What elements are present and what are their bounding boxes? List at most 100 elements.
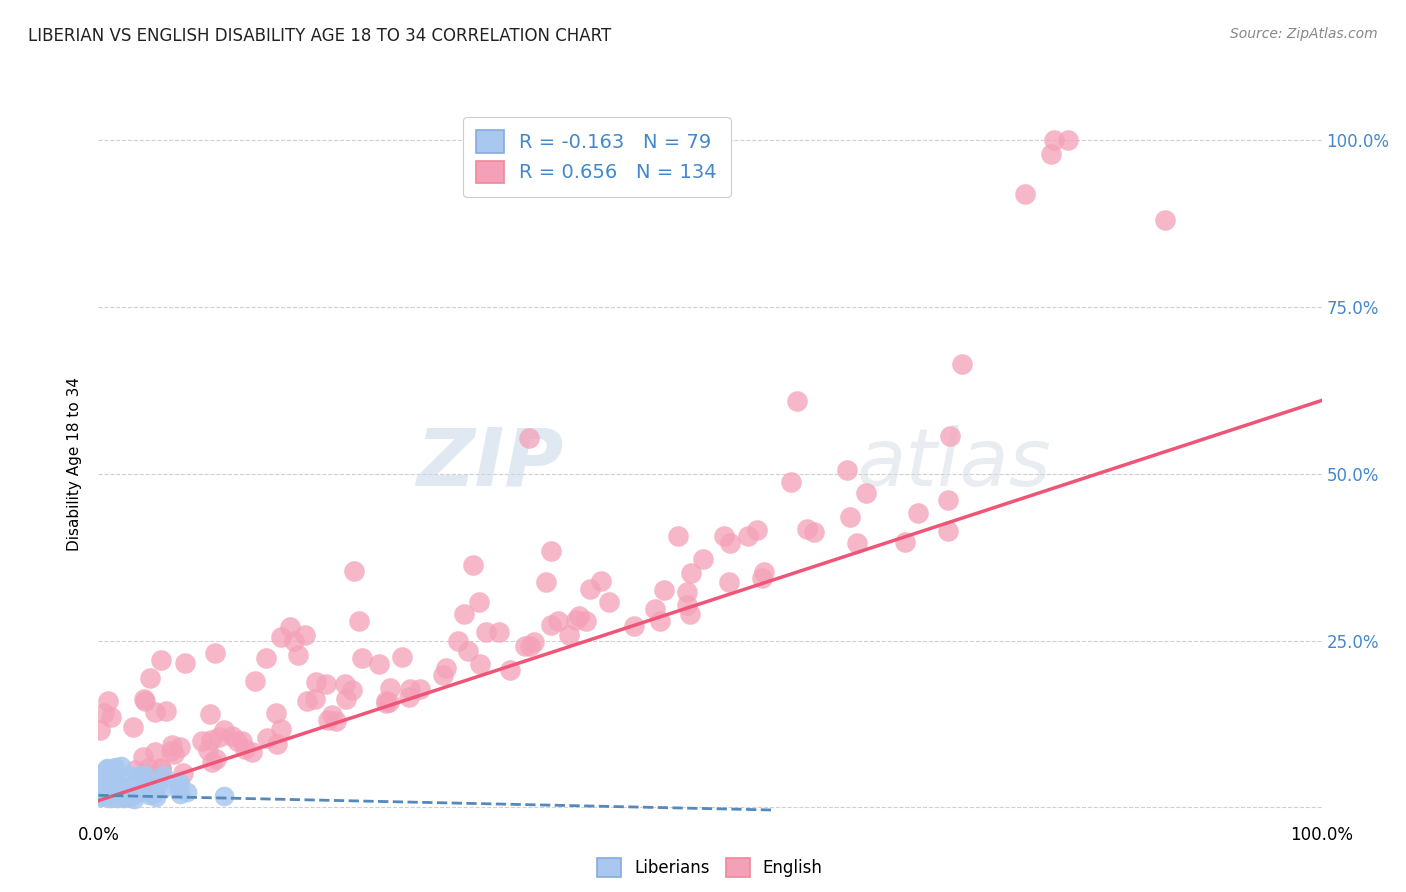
Point [517,431,540,445]
Point [93,789,115,803]
Point [294,628,316,642]
Point [134,768,156,782]
Point [468,595,491,609]
Point [780,475,803,490]
Point [112,789,135,803]
Point [474,625,496,640]
Point [846,535,869,549]
Point [287,648,309,662]
Point [557,628,579,642]
Point [1154,213,1177,227]
Point [104,785,127,799]
Point [204,646,226,660]
Point [745,523,768,537]
Point [540,618,562,632]
Point [96,761,118,775]
Point [666,529,689,543]
Point [432,668,454,682]
Point [463,558,485,573]
Point [568,608,591,623]
Point [304,691,326,706]
Point [135,777,157,791]
Point [90,789,112,804]
Point [316,713,339,727]
Point [97,787,120,801]
Point [598,595,620,609]
Point [134,691,156,706]
Point [89,780,111,794]
Point [1057,133,1080,147]
Point [152,781,174,796]
Point [118,789,141,804]
Point [124,763,146,777]
Point [894,535,917,549]
Point [111,785,134,799]
Point [91,780,114,794]
Text: LIBERIAN VS ENGLISH DISABILITY AGE 18 TO 34 CORRELATION CHART: LIBERIAN VS ENGLISH DISABILITY AGE 18 TO… [28,27,612,45]
Point [409,681,432,696]
Point [122,791,145,805]
Point [94,764,117,778]
Point [108,788,131,802]
Point [623,619,645,633]
Point [335,692,357,706]
Point [128,785,150,799]
Point [122,720,145,734]
Point [172,766,194,780]
Point [1040,146,1063,161]
Point [434,661,457,675]
Point [270,630,292,644]
Point [907,506,929,520]
Point [208,730,231,744]
Point [718,535,741,549]
Point [115,780,138,794]
Point [575,614,598,628]
Point [375,694,398,708]
Point [936,524,959,539]
Point [796,522,818,536]
Point [93,788,115,802]
Point [93,786,115,800]
Point [129,785,152,799]
Point [681,566,703,580]
Point [644,602,666,616]
Point [173,656,195,670]
Point [121,788,143,802]
Point [513,639,536,653]
Point [103,763,125,777]
Point [101,790,124,805]
Point [212,789,235,803]
Point [160,738,183,752]
Point [94,780,117,795]
Point [488,625,510,640]
Point [104,786,127,800]
Point [89,781,111,796]
Point [752,565,775,579]
Point [169,776,191,790]
Point [378,681,401,696]
Point [115,789,138,804]
Point [270,723,292,737]
Point [835,463,858,477]
Point [547,614,569,628]
Point [145,705,167,719]
Point [398,690,420,704]
Point [839,510,862,524]
Point [118,789,141,803]
Point [89,775,111,789]
Point [155,704,177,718]
Point [90,789,112,803]
Point [110,759,132,773]
Point [243,673,266,688]
Point [256,731,278,746]
Point [104,764,127,779]
Legend: Liberians, English: Liberians, English [591,851,830,884]
Point [108,779,131,793]
Point [201,756,224,770]
Point [110,779,132,793]
Point [138,671,160,685]
Point [163,747,186,761]
Point [200,707,222,722]
Point [519,640,541,654]
Point [950,357,973,371]
